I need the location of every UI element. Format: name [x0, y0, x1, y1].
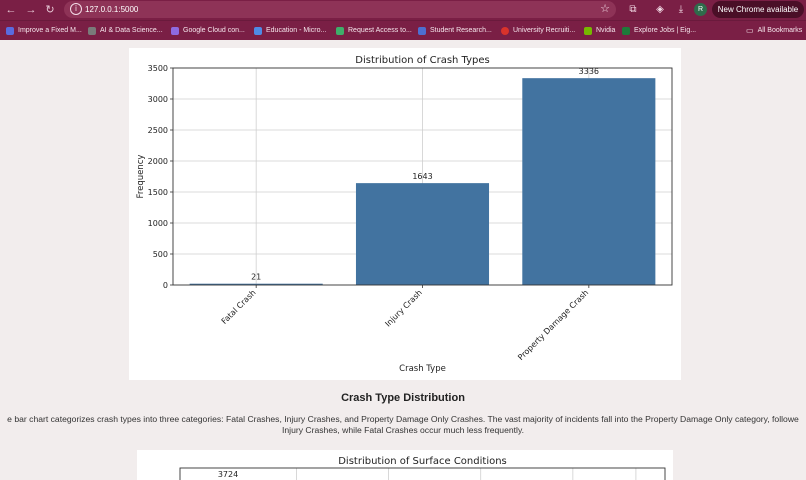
- bar: [522, 78, 656, 285]
- bookmark-label: Student Research...: [430, 27, 492, 34]
- back-icon[interactable]: ←: [5, 4, 17, 16]
- chrome-labs-icon[interactable]: ◈: [656, 4, 664, 15]
- bookmark-label: Request Access to...: [348, 27, 412, 34]
- bookmark-favicon-icon: [336, 27, 344, 35]
- crash-types-chart: Distribution of Crash Types 0 500 1000 1500 2…: [129, 48, 681, 380]
- bookmark-item[interactable]: University Recruiti...: [501, 25, 575, 37]
- bookmark-star-icon[interactable]: ☆: [600, 3, 610, 15]
- x-tick-label: Injury Crash: [383, 288, 424, 329]
- y-tick-label: 2500: [148, 126, 168, 135]
- section-description-line: e bar chart categorizes crash types into…: [7, 414, 799, 424]
- bookmark-label: Education - Micro...: [266, 27, 327, 34]
- update-chrome-button[interactable]: New Chrome available: [712, 1, 804, 18]
- plot-frame: [172, 67, 673, 286]
- bookmark-item[interactable]: Nvidia: [584, 25, 615, 37]
- bookmark-label: Nvidia: [596, 27, 616, 34]
- x-axis-label: Crash Type: [399, 364, 446, 374]
- bookmark-favicon-icon: [6, 27, 14, 35]
- y-tick-label: 3000: [148, 95, 168, 104]
- bookmark-favicon-icon: [171, 27, 179, 35]
- bookmark-favicon-icon: [584, 27, 592, 35]
- bar: [189, 283, 323, 285]
- bookmark-item[interactable]: Explore Jobs | Eig...: [622, 25, 696, 37]
- crash-types-chart-svg: Distribution of Crash Types 0 500 1000 1500 2…: [136, 55, 673, 374]
- download-icon[interactable]: ⤓: [678, 4, 684, 15]
- y-tick-label: 1000: [148, 219, 168, 228]
- section-description-line: Injury Crashes, while Fatal Crashes occu…: [282, 425, 524, 435]
- reload-icon[interactable]: ↻: [45, 4, 55, 16]
- browser-toolbar: ← → ↻ i 127.0.0.1:5000 ☆ ⧉ ◈ ⤓ R New Chr…: [0, 0, 806, 20]
- site-info-icon[interactable]: i: [70, 3, 82, 15]
- data-label: 1643: [412, 172, 432, 181]
- profile-avatar[interactable]: R: [694, 3, 707, 16]
- bar: [355, 183, 490, 285]
- address-bar-url: 127.0.0.1:5000: [85, 5, 139, 14]
- y-tick-label: 2000: [148, 157, 168, 166]
- bookmark-item[interactable]: Google Cloud con...: [171, 25, 245, 37]
- plot-frame: [179, 467, 666, 480]
- y-tick-label: 3500: [148, 64, 168, 73]
- surface-conditions-chart-svg: Distribution of Surface Conditions 3724: [179, 456, 666, 480]
- extensions-icon[interactable]: ⧉: [629, 4, 637, 15]
- y-tick-label: 1500: [148, 188, 168, 197]
- section-description: e bar chart categorizes crash types into…: [0, 414, 806, 436]
- bookmark-item[interactable]: Education - Micro...: [254, 25, 326, 37]
- bookmark-favicon-icon: [622, 27, 630, 35]
- bookmark-item[interactable]: Student Research...: [418, 25, 492, 37]
- bookmark-label: University Recruiti...: [513, 27, 576, 34]
- data-label: 3336: [579, 67, 599, 76]
- x-tick-label: Property Damage Crash: [516, 288, 590, 362]
- page-content: Distribution of Crash Types 0 500 1000 1500 2…: [0, 40, 806, 480]
- bookmark-favicon-icon: [501, 27, 509, 35]
- y-tick-label: 500: [153, 250, 168, 259]
- bookmark-favicon-icon: [254, 27, 262, 35]
- bookmark-label: AI & Data Science...: [100, 27, 163, 34]
- section-title: Crash Type Distribution: [341, 392, 465, 404]
- bookmark-item[interactable]: Improve a Fixed M...: [6, 25, 82, 37]
- bookmark-label: Improve a Fixed M...: [18, 27, 82, 34]
- data-label: 21: [251, 273, 261, 282]
- chart-title: Distribution of Surface Conditions: [338, 456, 507, 467]
- surface-conditions-chart: Distribution of Surface Conditions 3724: [137, 450, 673, 480]
- bookmark-label: Explore Jobs | Eig...: [634, 27, 697, 34]
- data-label: 3724: [218, 470, 238, 479]
- y-axis-label: Frequency: [136, 155, 146, 199]
- bookmark-favicon-icon: [418, 27, 426, 35]
- address-bar[interactable]: i 127.0.0.1:5000 ☆: [64, 1, 616, 18]
- folder-icon: ▭: [746, 26, 754, 35]
- y-tick-label: 0: [163, 281, 168, 290]
- x-tick-label: Fatal Crash: [220, 288, 258, 326]
- bookmarks-bar: Improve a Fixed M... AI & Data Science..…: [0, 20, 806, 40]
- bookmark-label: Google Cloud con...: [183, 27, 245, 34]
- bookmark-item[interactable]: Request Access to...: [336, 25, 412, 37]
- all-bookmarks-button[interactable]: ▭ All Bookmarks: [746, 25, 802, 37]
- bookmark-favicon-icon: [88, 27, 96, 35]
- forward-icon[interactable]: →: [25, 4, 37, 16]
- all-bookmarks-label: All Bookmarks: [757, 27, 803, 34]
- chart-title: Distribution of Crash Types: [355, 55, 489, 66]
- bookmark-item[interactable]: AI & Data Science...: [88, 25, 163, 37]
